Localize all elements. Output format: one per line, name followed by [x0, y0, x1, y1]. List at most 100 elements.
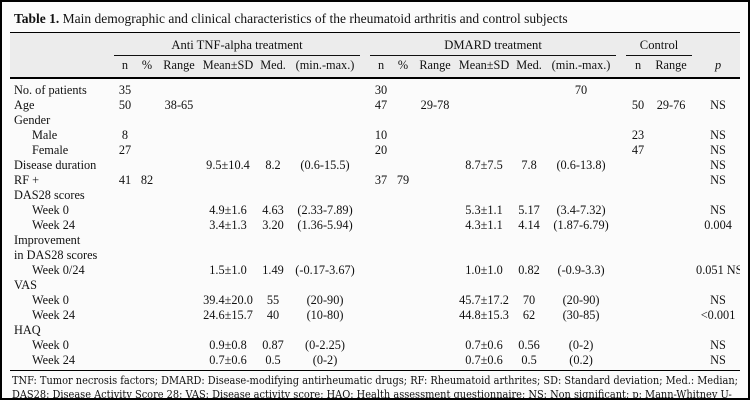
cell-anti-tnf: [136, 293, 158, 308]
cell-control: 29-76: [656, 98, 686, 112]
col-header-empty: [10, 55, 114, 79]
table-row: Week 24 24.6±15.7 40 (10-80) 44.8±15.3 62 (30-…: [10, 308, 740, 323]
cell-p-value: NS: [710, 143, 726, 157]
table-row: Improvement: [10, 233, 740, 248]
cell-p-value: [696, 323, 740, 338]
cell-anti-tnf: [114, 158, 136, 173]
cell-dmard: [392, 278, 414, 293]
cell-control: [650, 188, 692, 203]
cell-anti-tnf: [200, 323, 256, 338]
col-header-med: Med.: [512, 55, 547, 79]
cell-dmard: 45.7±17.2: [459, 293, 509, 307]
spacer: [616, 143, 626, 158]
cell-control: [650, 173, 692, 188]
cell-dmard: [512, 323, 546, 338]
spacer: [616, 263, 626, 278]
cell-anti-tnf: [256, 323, 290, 338]
cell-p-value: [696, 188, 740, 203]
table-row: RF + 41 82 37 79 NS: [10, 173, 740, 188]
cell-p-value: NS: [710, 128, 726, 142]
table-body: No. of patients 35 30 70 Age 50 38-65 47 29-78 50…: [10, 78, 740, 368]
spacer: [616, 173, 626, 188]
cell-anti-tnf: 41: [118, 173, 132, 187]
cell-dmard: [546, 128, 616, 143]
cell-anti-tnf: [158, 113, 200, 128]
cell-control: [650, 113, 692, 128]
table-row: HAQ: [10, 323, 740, 338]
table-row: Week 24 0.7±0.6 0.5 (0-2) 0.7±0.6 0.5 (0.2) NS: [10, 353, 740, 368]
cell-dmard: [414, 188, 456, 203]
cell-anti-tnf: 50: [118, 98, 132, 112]
cell-dmard: [392, 248, 414, 263]
cell-dmard: [414, 308, 456, 323]
cell-anti-tnf: [136, 128, 158, 143]
col-header-range: Range: [158, 55, 200, 79]
cell-anti-tnf: [256, 78, 290, 98]
cell-anti-tnf: [200, 248, 256, 263]
row-label: Week 24: [32, 308, 76, 322]
cell-dmard: [370, 338, 392, 353]
cell-control: [650, 323, 692, 338]
cell-anti-tnf: [114, 323, 136, 338]
cell-p-value: [696, 278, 740, 293]
cell-anti-tnf: (20-90): [306, 293, 344, 307]
spacer: [360, 128, 370, 143]
col-header-range: Range: [650, 55, 693, 79]
spacer: [360, 158, 370, 173]
cell-dmard: (20-90): [562, 293, 600, 307]
cell-anti-tnf: [158, 248, 200, 263]
cell-p-value: [696, 248, 740, 263]
cell-p-value: [696, 113, 740, 128]
cell-dmard: 0.7±0.6: [465, 338, 503, 352]
spacer: [616, 78, 626, 98]
spacer: [616, 98, 626, 113]
cell-dmard: [392, 233, 414, 248]
cell-dmard: [546, 188, 616, 203]
cell-anti-tnf: [136, 248, 158, 263]
cell-dmard: [512, 233, 546, 248]
cell-anti-tnf: 82: [140, 173, 154, 187]
col-header-n: n: [114, 55, 136, 79]
cell-dmard: [414, 248, 456, 263]
cell-dmard: [370, 278, 392, 293]
cell-dmard: [546, 233, 616, 248]
cell-anti-tnf: [136, 78, 158, 98]
cell-dmard: [456, 248, 512, 263]
row-label: Male: [32, 128, 58, 142]
cell-dmard: [512, 248, 546, 263]
cell-anti-tnf: (0-2): [312, 353, 338, 367]
row-label: Week 0: [32, 203, 69, 217]
cell-dmard: 20: [374, 143, 388, 157]
cell-control: [650, 353, 692, 368]
cell-control: [626, 278, 650, 293]
cell-control: [626, 353, 650, 368]
cell-anti-tnf: [256, 143, 290, 158]
cell-anti-tnf: (2.33-7.89): [297, 203, 353, 217]
spacer: [616, 203, 626, 218]
cell-dmard: [414, 113, 456, 128]
cell-dmard: 0.56: [518, 338, 540, 352]
cell-anti-tnf: [114, 248, 136, 263]
cell-dmard: [392, 113, 414, 128]
cell-anti-tnf: 0.5: [265, 353, 281, 367]
cell-control: [650, 158, 692, 173]
cell-dmard: [414, 323, 456, 338]
cell-p-value: [696, 233, 740, 248]
cell-anti-tnf: 0.7±0.6: [209, 353, 247, 367]
row-label: Gender: [14, 113, 51, 127]
cell-dmard: 29-78: [420, 98, 450, 112]
cell-anti-tnf: (0-2.25): [305, 338, 345, 352]
spacer: [360, 55, 371, 79]
cell-anti-tnf: [158, 143, 200, 158]
cell-anti-tnf: [290, 143, 360, 158]
cell-anti-tnf: 0.87: [262, 338, 284, 352]
cell-anti-tnf: [158, 293, 200, 308]
spacer: [360, 98, 370, 113]
cell-control: [650, 338, 692, 353]
row-label: Week 0: [32, 338, 69, 352]
row-label: Female: [32, 143, 69, 157]
cell-anti-tnf: [158, 338, 200, 353]
spacer: [616, 248, 626, 263]
cell-anti-tnf: [200, 233, 256, 248]
